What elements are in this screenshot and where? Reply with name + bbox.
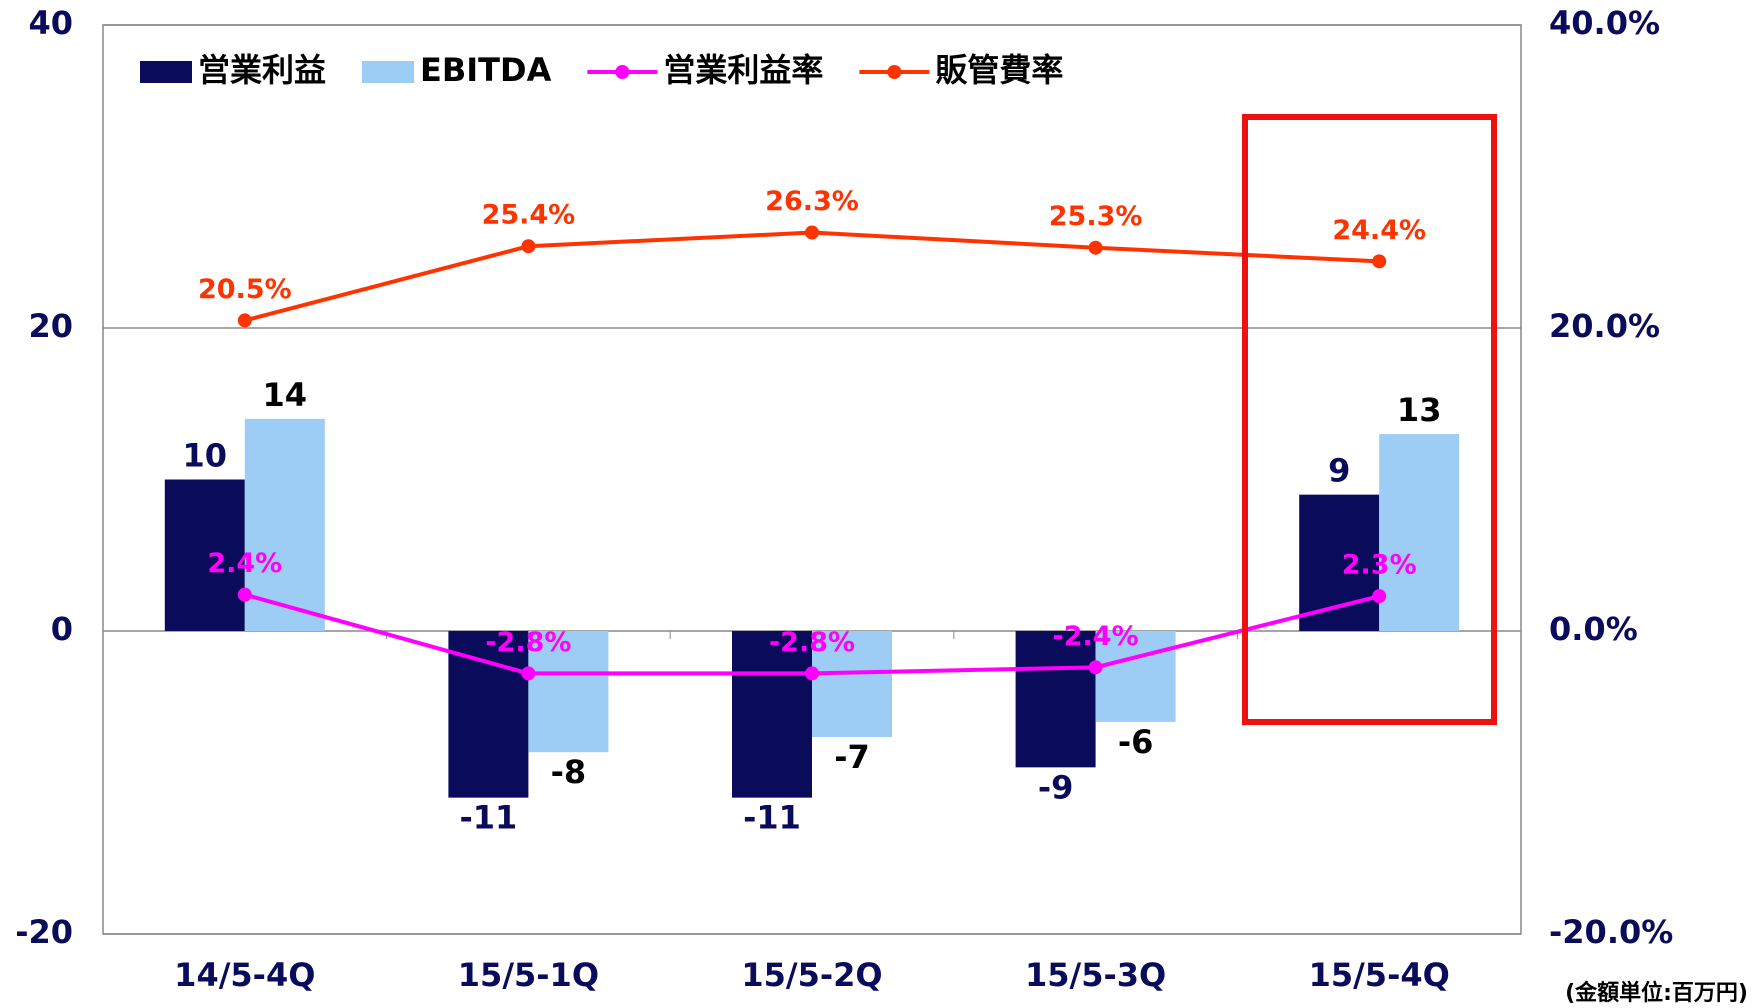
bar-label: -7 (834, 738, 870, 776)
bar-label: 14 (263, 376, 308, 414)
point-label: -2.8% (769, 627, 855, 658)
line (244, 230, 1380, 323)
bar-label: 9 (1328, 452, 1350, 490)
bar-label: -11 (459, 799, 517, 837)
legend-swatch (140, 61, 192, 83)
point-label: 2.3% (1342, 550, 1417, 581)
y-tick-label: 0 (51, 610, 73, 648)
point (805, 225, 819, 240)
point (237, 313, 252, 328)
point (1372, 254, 1387, 269)
point (521, 666, 536, 681)
y2-tick-label: 20.0% (1549, 307, 1660, 345)
bar-label: 10 (183, 437, 228, 475)
x-tick-label: 15/5-3Q (1025, 956, 1166, 994)
bar (1379, 434, 1460, 631)
bar-label: -11 (743, 799, 801, 837)
y2-tick-label: -20.0% (1549, 913, 1673, 951)
legend-label: 販管費率 (935, 51, 1063, 89)
point (237, 587, 252, 602)
bar (1095, 631, 1176, 722)
x-tick-label: 15/5-1Q (458, 956, 599, 994)
bar (528, 631, 609, 753)
point-label: 25.3% (1049, 201, 1143, 232)
bar (732, 631, 812, 798)
bar (448, 631, 529, 798)
y-tick-label: -20 (15, 913, 73, 951)
point-label: 2.4% (207, 548, 282, 579)
legend-label: 営業利益 (198, 51, 326, 89)
highlight-box (1242, 114, 1497, 725)
point (1088, 660, 1103, 675)
legend-marker (887, 65, 902, 79)
point-label: -2.8% (485, 627, 571, 658)
bar (1299, 494, 1380, 631)
bar-label: 13 (1397, 391, 1442, 429)
x-tick-label: 15/5-2Q (741, 956, 882, 994)
bar (164, 479, 245, 631)
point-label: -2.4% (1053, 621, 1139, 652)
point-label: 25.4% (482, 200, 576, 231)
point-label: 24.4% (1332, 215, 1426, 246)
bar (1015, 631, 1096, 768)
legend-label: 営業利益率 (663, 51, 823, 89)
bar (812, 631, 892, 738)
y-tick-label: 20 (28, 307, 73, 345)
y-tick-label: 40 (28, 4, 73, 42)
unit-note: (金額単位:百万円) (1565, 980, 1748, 1006)
bar-label: -8 (551, 753, 587, 791)
point (521, 239, 536, 254)
point-label: 26.3% (765, 186, 859, 217)
legend-swatch (362, 61, 415, 83)
bar-label: -9 (1038, 768, 1074, 806)
y2-tick-label: 0.0% (1549, 610, 1638, 648)
bar (244, 418, 325, 631)
point-label: 20.5% (198, 274, 292, 305)
legend-marker (615, 65, 630, 79)
y2-tick-label: 40.0% (1549, 4, 1660, 42)
point (1088, 240, 1103, 255)
x-tick-label: 14/5-4Q (174, 956, 315, 994)
point (805, 666, 819, 681)
legend-label: EBITDA (420, 51, 552, 89)
bar-label: -6 (1118, 723, 1154, 761)
x-tick-label: 15/5-4Q (1309, 956, 1450, 994)
point (1372, 589, 1387, 604)
